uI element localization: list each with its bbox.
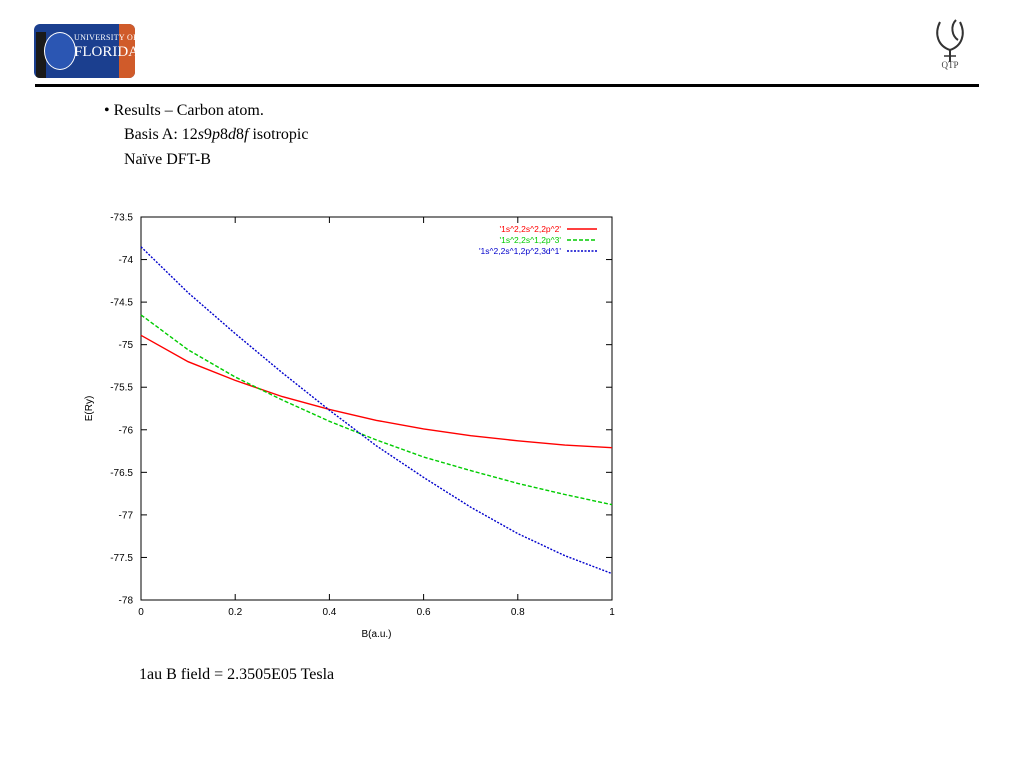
field-conversion-note: 1au B field = 2.3505E05 Tesla <box>139 666 335 683</box>
basis-s: s <box>197 126 205 143</box>
axes-layer: -73.5 -74 -74.5 -75 -75.5 -76 -76.5 -77 -77.5 -78… <box>84 213 615 641</box>
legend-label-3: '1s^2,2s^1,2p^2,3d^1' <box>479 246 561 256</box>
method-line: Naïve DFT-B <box>124 151 211 168</box>
y-axis-label: E(Ry) <box>84 396 95 422</box>
header-divider <box>35 84 979 87</box>
university-of-florida-logo: UNIVERSITY OF FLORIDA <box>34 24 135 78</box>
y-tick-label: -75 <box>119 340 134 351</box>
plot-frame <box>140 216 613 601</box>
x-tick-label: 0.6 <box>417 607 431 618</box>
basis-suffix: isotropic <box>248 126 309 143</box>
logo-orange-edge <box>119 24 135 78</box>
basis-line: Basis A: 12s9p8d8f isotropic <box>124 126 308 144</box>
logo-text-university: UNIVERSITY OF <box>74 33 135 42</box>
y-tick-label: -74.5 <box>110 298 133 309</box>
basis-8b: 8 <box>236 126 245 143</box>
y-tick-label: -76 <box>119 425 134 436</box>
basis-9: 9 <box>204 126 213 143</box>
y-tick-label: -77.5 <box>110 553 133 564</box>
y-tick-label: -78 <box>119 596 134 607</box>
legend-label-1: '1s^2,2s^2,2p^2' <box>499 224 561 234</box>
y-tick-label: -77 <box>119 510 134 521</box>
qtp-logo-icon <box>936 19 964 62</box>
legend: '1s^2,2s^2,2p^2''1s^2,2s^1,2p^3''1s^2,2s… <box>479 224 597 256</box>
logo-tower <box>36 32 46 78</box>
results-heading: • Results – Carbon atom. <box>104 102 264 119</box>
series-line-3 <box>140 246 613 575</box>
basis-f: f <box>244 126 249 143</box>
x-tick-label: 0.4 <box>322 607 336 618</box>
logo-seal <box>44 32 76 70</box>
series-line-2 <box>140 314 613 506</box>
x-axis-label: B(a.u.) <box>361 629 391 640</box>
logo-text-florida: FLORIDA <box>74 44 135 60</box>
legend-label-2: '1s^2,2s^1,2p^3' <box>499 235 561 245</box>
x-tick-label: 0.8 <box>511 607 525 618</box>
x-tick-label: 0.2 <box>228 607 242 618</box>
x-tick-label: 1 <box>609 607 615 618</box>
basis-prefix: Basis A: 12 <box>124 126 198 143</box>
y-tick-label: -76.5 <box>110 468 133 479</box>
basis-d: d <box>228 126 237 143</box>
y-tick-label: -75.5 <box>110 383 133 394</box>
series-line-1 <box>140 334 613 449</box>
y-tick-label: -74 <box>119 255 134 266</box>
series-layer <box>140 246 613 575</box>
x-tick-label: 0 <box>138 607 144 618</box>
qtp-caption: QTP <box>941 60 959 70</box>
basis-p: p <box>212 126 221 143</box>
basis-8a: 8 <box>220 126 229 143</box>
y-tick-label: -73.5 <box>110 213 133 224</box>
